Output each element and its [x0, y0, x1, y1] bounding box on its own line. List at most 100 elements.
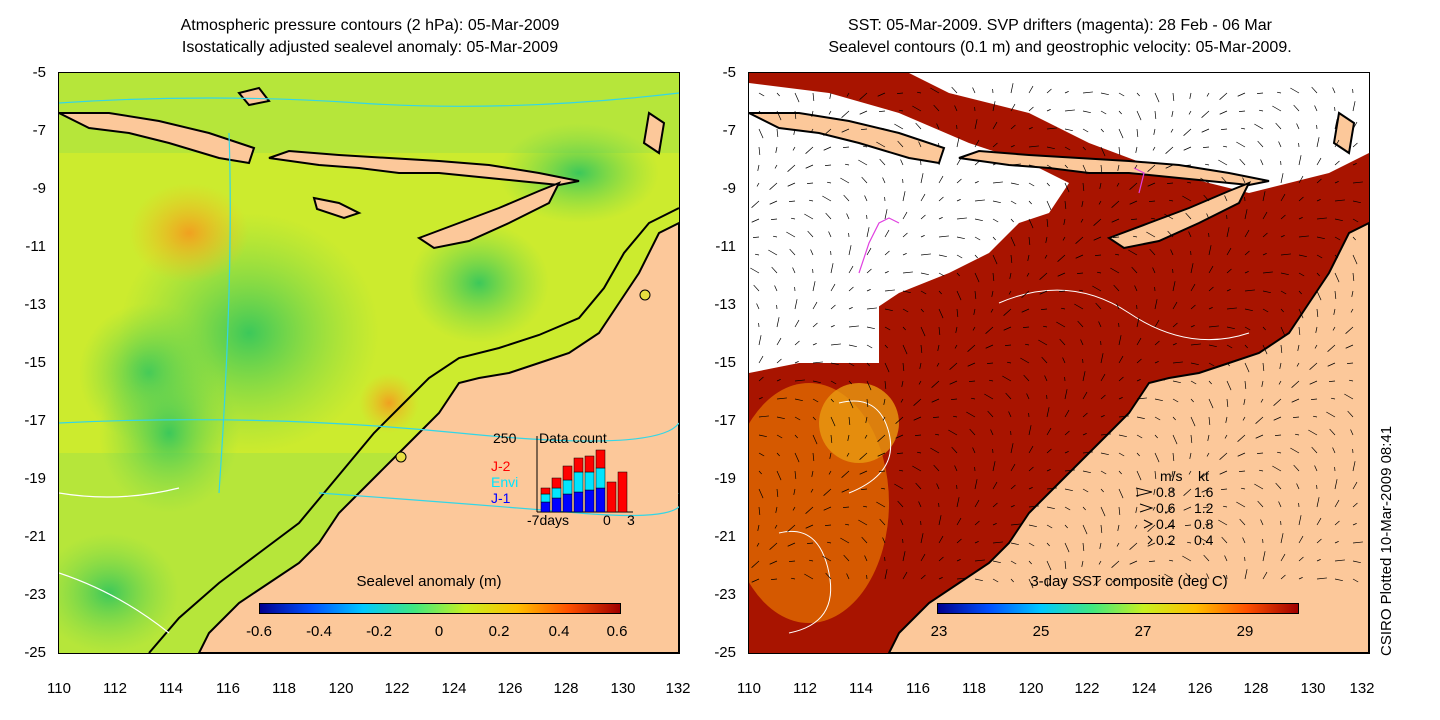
- velocity-arrow: [756, 182, 760, 187]
- velocity-arrow: [1075, 236, 1084, 244]
- velocity-arrow: [794, 110, 797, 119]
- velocity-arrow: [1182, 195, 1192, 202]
- y-tick-label: -13: [24, 296, 46, 313]
- velocity-arrow: [974, 199, 985, 202]
- velocity-arrow: [1100, 433, 1111, 436]
- velocity-arrow: [1167, 230, 1174, 238]
- sumba-island: [312, 196, 362, 220]
- velocity-arrow: [914, 434, 922, 436]
- left-colorbar-title: Sealevel anomaly (m): [356, 573, 502, 590]
- velocity-arrow: [915, 122, 922, 130]
- cbar-tick: 0.6: [606, 623, 628, 640]
- velocity-arrow: [1170, 249, 1174, 256]
- velocity-arrow: [1262, 326, 1266, 331]
- velocity-arrow: [1082, 488, 1089, 493]
- velocity-arrow: [1273, 416, 1282, 421]
- velocity-arrow: [770, 578, 778, 580]
- velocity-arrow: [951, 86, 958, 94]
- velocity-arrow: [1082, 371, 1086, 382]
- velocity-arrow: [1257, 140, 1264, 148]
- left-title-line1: Atmospheric pressure contours (2 hPa): 0…: [180, 17, 560, 34]
- velocity-arrow: [1237, 92, 1246, 97]
- velocity-arrow: [1208, 325, 1219, 328]
- velocity-arrow: [770, 218, 778, 220]
- y-tick-label: -25: [24, 644, 46, 661]
- x-tick-label: 128: [1243, 680, 1269, 697]
- velocity-arrow: [931, 398, 940, 403]
- velocity-arrow: [1082, 470, 1091, 474]
- velocity-arrow: [935, 433, 940, 436]
- cbar-tick: 25: [1032, 623, 1050, 640]
- velocity-arrow: [938, 308, 944, 319]
- velocity-arrow: [1190, 325, 1195, 328]
- velocity-arrow: [1187, 181, 1192, 184]
- velocity-arrow: [913, 398, 922, 406]
- velocity-arrow: [1208, 344, 1217, 348]
- velocity-arrow: [949, 362, 958, 370]
- velocity-arrow: [881, 487, 886, 490]
- velocity-arrow: [956, 497, 960, 508]
- velocity-arrow: [771, 266, 778, 274]
- velocity-arrow: [974, 272, 980, 283]
- velocity-arrow: [938, 556, 944, 562]
- velocity-arrow: [1352, 254, 1358, 265]
- velocity-arrow: [810, 249, 814, 256]
- velocity-arrow: [1028, 524, 1037, 528]
- velocity-arrow: [1334, 272, 1340, 283]
- velocity-arrow: [1350, 429, 1354, 436]
- velocity-arrow: [1169, 559, 1174, 562]
- y-tick-label: -9: [722, 180, 736, 197]
- velocity-arrow: [1278, 141, 1282, 148]
- velocity-arrow: [1165, 506, 1174, 514]
- timor-island: [1106, 181, 1252, 250]
- speed-header-ms: m/s: [1160, 468, 1183, 484]
- velocity-arrow: [1010, 163, 1021, 166]
- velocity-arrow: [823, 488, 832, 496]
- velocity-arrow: [1064, 488, 1073, 492]
- velocity-arrow: [1028, 200, 1032, 205]
- velocity-arrow: [884, 344, 888, 349]
- velocity-arrow: [1118, 415, 1129, 418]
- velocity-arrow: [758, 470, 762, 475]
- velocity-arrow: [1275, 122, 1282, 130]
- velocity-arrow: [848, 245, 852, 256]
- velocity-arrow: [1218, 519, 1228, 526]
- velocity-arrow: [1226, 268, 1232, 274]
- velocity-arrow: [1244, 271, 1249, 274]
- velocity-arrow: [787, 182, 796, 187]
- velocity-arrow: [938, 290, 942, 295]
- velocity-arrow: [1280, 290, 1287, 295]
- right-title-line2: Sealevel contours (0.1 m) and geostrophi…: [828, 39, 1292, 56]
- velocity-arrow: [1151, 217, 1156, 220]
- velocity-arrow: [750, 267, 760, 274]
- velocity-arrow: [825, 212, 832, 220]
- cbar-tick: 29: [1236, 623, 1254, 640]
- velocity-arrow: [776, 110, 782, 121]
- velocity-arrow: [1046, 407, 1050, 418]
- velocity-arrow: [920, 326, 926, 337]
- velocity-arrow: [1190, 362, 1199, 366]
- velocity-arrow: [1064, 469, 1075, 472]
- velocity-arrow: [1136, 416, 1145, 420]
- y-tick-label: -25: [714, 644, 736, 661]
- y-tick-label: -11: [715, 238, 736, 255]
- velocity-arrow: [1118, 488, 1124, 499]
- velocity-arrow: [1046, 578, 1049, 587]
- velocity-arrow: [1080, 339, 1084, 346]
- velocity-arrow: [1028, 164, 1037, 168]
- velocity-arrow: [810, 128, 814, 133]
- velocity-arrow: [773, 235, 778, 238]
- velocity-arrow: [1154, 92, 1160, 103]
- velocity-arrow: [1154, 434, 1158, 439]
- velocity-arrow: [1154, 361, 1159, 364]
- velocity-arrow: [1064, 164, 1068, 169]
- velocity-arrow: [848, 344, 857, 348]
- velocity-arrow: [1020, 357, 1030, 364]
- velocity-arrow: [1028, 236, 1031, 245]
- velocity-arrow: [966, 411, 976, 418]
- velocity-arrow: [1280, 574, 1286, 580]
- velocity-arrow: [899, 109, 904, 112]
- velocity-arrow: [931, 380, 940, 388]
- velocity-arrow: [1010, 182, 1019, 186]
- velocity-arrow: [845, 163, 850, 166]
